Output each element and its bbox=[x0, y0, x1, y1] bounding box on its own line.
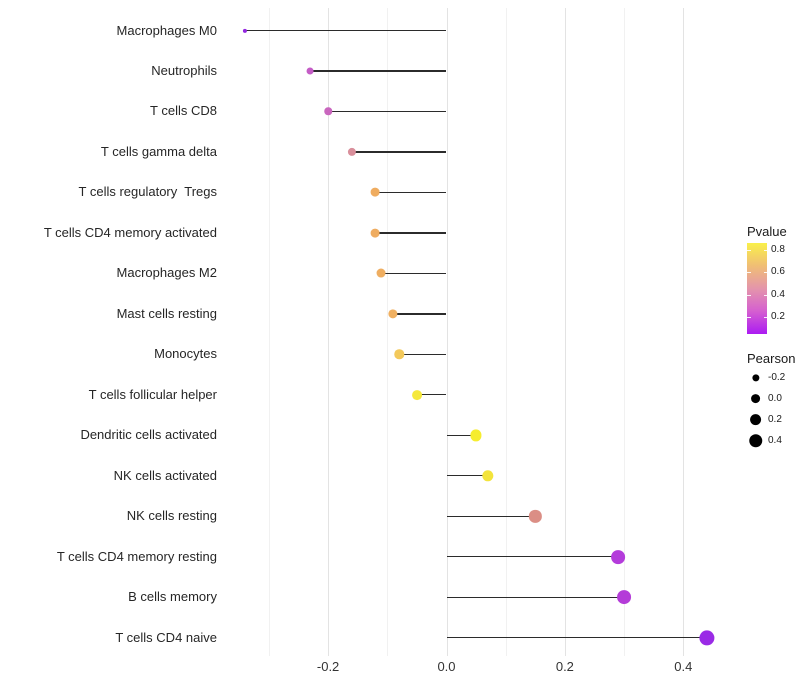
pearson-size-key-dot bbox=[751, 373, 760, 382]
data-point-dot bbox=[411, 389, 422, 400]
x-minor-gridline bbox=[624, 8, 626, 656]
colorbar-tick-mark bbox=[747, 294, 751, 296]
x-axis-tick-label: 0.2 bbox=[555, 659, 574, 674]
pvalue-colorbar bbox=[747, 243, 767, 334]
pvalue-tick-label: 0.4 bbox=[771, 288, 785, 300]
colorbar-tick-mark bbox=[747, 317, 751, 319]
pearson-size-key-dot bbox=[748, 433, 763, 448]
lollipop-stem bbox=[446, 515, 536, 517]
x-major-gridline bbox=[446, 8, 448, 656]
category-label: Neutrophils bbox=[151, 62, 217, 78]
colorbar-tick-mark bbox=[747, 250, 751, 251]
data-point-dot bbox=[699, 630, 715, 646]
data-point-dot bbox=[347, 147, 356, 157]
pearson-size-key-label: 0.4 bbox=[768, 434, 782, 446]
category-label: NK cells activated bbox=[113, 467, 217, 483]
pvalue-tick-label: 0.2 bbox=[771, 311, 785, 323]
lollipop-stem bbox=[245, 29, 447, 32]
pearson-size-key-label: 0.2 bbox=[768, 413, 782, 425]
category-label: T cells gamma delta bbox=[100, 143, 217, 159]
data-point-dot bbox=[394, 349, 404, 360]
pearson-size-key-dot bbox=[750, 393, 761, 404]
x-axis-tick-label: -0.2 bbox=[316, 659, 340, 674]
lollipop-stem bbox=[310, 70, 447, 72]
data-point-dot bbox=[611, 549, 626, 564]
pearson-legend-title: Pearson bbox=[747, 351, 796, 366]
category-label: NK cells resting bbox=[126, 508, 217, 524]
category-label: T cells CD4 memory resting bbox=[56, 548, 217, 564]
pvalue-tick-label: 0.8 bbox=[771, 244, 785, 255]
x-major-gridline bbox=[328, 8, 330, 656]
colorbar-tick-mark bbox=[763, 294, 767, 296]
lollipop-stem bbox=[416, 394, 447, 396]
pearson-size-key-label: 0.0 bbox=[768, 392, 782, 404]
category-label: T cells CD4 naive bbox=[115, 629, 217, 645]
data-point-dot bbox=[376, 268, 386, 278]
colorbar-tick-mark bbox=[747, 272, 751, 274]
category-label: T cells CD4 memory activated bbox=[43, 224, 217, 240]
lollipop-stem bbox=[399, 353, 447, 355]
data-point-dot bbox=[243, 28, 248, 33]
category-label: Mast cells resting bbox=[116, 305, 217, 321]
lollipop-stem bbox=[393, 313, 447, 315]
category-label: T cells CD8 bbox=[150, 103, 217, 119]
category-label: T cells regulatory Tregs bbox=[78, 184, 217, 200]
data-point-dot bbox=[306, 67, 314, 75]
lollipop-stem bbox=[446, 637, 707, 639]
lollipop-stem bbox=[351, 151, 447, 153]
x-axis-tick-label: 0.0 bbox=[437, 659, 456, 674]
pvalue-legend-title: Pvalue bbox=[747, 224, 787, 239]
category-label: Macrophages M0 bbox=[116, 22, 217, 38]
pearson-size-key-dot bbox=[749, 413, 762, 426]
category-label: Dendritic cells activated bbox=[80, 427, 217, 443]
data-point-dot bbox=[388, 309, 398, 319]
lollipop-stem bbox=[375, 191, 447, 194]
data-point-dot bbox=[371, 188, 380, 197]
lollipop-stem bbox=[446, 596, 625, 598]
category-label: T cells follicular helper bbox=[88, 386, 217, 402]
category-label: Macrophages M2 bbox=[116, 265, 217, 281]
data-point-dot bbox=[482, 470, 494, 482]
category-label: Monocytes bbox=[154, 346, 217, 362]
lollipop-stem bbox=[381, 272, 447, 275]
colorbar-tick-mark bbox=[763, 317, 767, 319]
lollipop-stem bbox=[446, 434, 477, 436]
lollipop-stem bbox=[328, 110, 447, 113]
x-major-gridline bbox=[683, 8, 685, 656]
pvalue-tick-label: 0.6 bbox=[771, 266, 785, 278]
colorbar-tick-mark bbox=[763, 272, 767, 274]
data-point-dot bbox=[529, 510, 542, 523]
x-minor-gridline bbox=[505, 8, 507, 656]
data-point-dot bbox=[470, 429, 482, 441]
x-minor-gridline bbox=[268, 8, 270, 656]
data-point-dot bbox=[371, 228, 380, 238]
x-major-gridline bbox=[564, 8, 566, 656]
category-label: B cells memory bbox=[128, 589, 217, 605]
pearson-size-key-label: -0.2 bbox=[768, 371, 786, 383]
data-point-dot bbox=[324, 107, 332, 116]
x-minor-gridline bbox=[387, 8, 389, 656]
lollipop-stem bbox=[375, 232, 447, 234]
lollipop-stem bbox=[446, 556, 619, 558]
lollipop-stem bbox=[446, 475, 488, 477]
colorbar-tick-mark bbox=[763, 250, 767, 251]
data-point-dot bbox=[617, 590, 632, 605]
x-axis-tick-label: 0.4 bbox=[674, 659, 693, 674]
